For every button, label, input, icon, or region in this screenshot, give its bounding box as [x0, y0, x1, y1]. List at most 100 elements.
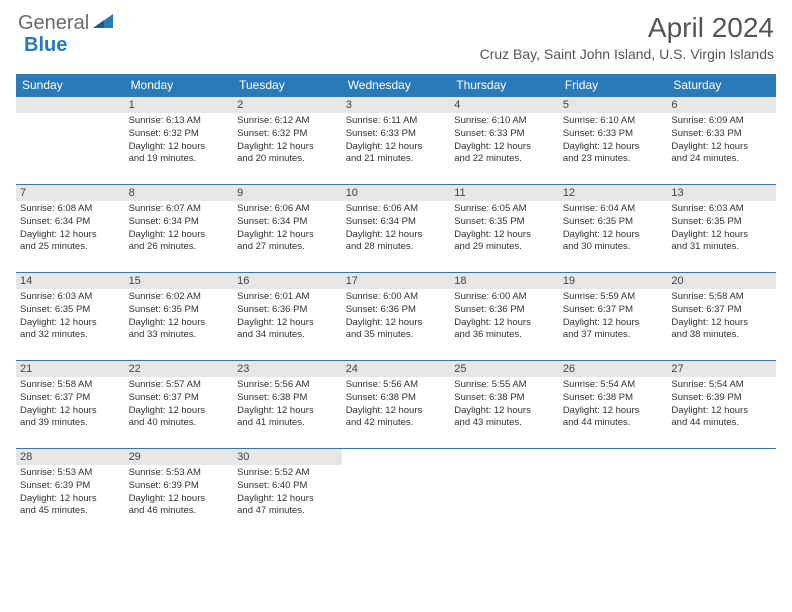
sunrise-text: Sunrise: 6:02 AM [129, 291, 230, 304]
calendar-cell: 10Sunrise: 6:06 AMSunset: 6:34 PMDayligh… [342, 185, 451, 273]
daylight-text: Daylight: 12 hours [20, 317, 121, 330]
calendar-cell: 21Sunrise: 5:58 AMSunset: 6:37 PMDayligh… [16, 361, 125, 449]
daylight-text: Daylight: 12 hours [346, 229, 447, 242]
calendar-cell: 14Sunrise: 6:03 AMSunset: 6:35 PMDayligh… [16, 273, 125, 361]
calendar-cell: 8Sunrise: 6:07 AMSunset: 6:34 PMDaylight… [125, 185, 234, 273]
day-number: 8 [125, 185, 234, 201]
daylight-text: and 39 minutes. [20, 417, 121, 430]
calendar-cell [342, 449, 451, 537]
day-number: 11 [450, 185, 559, 201]
daylight-text: and 47 minutes. [237, 505, 338, 518]
page-header: General April 2024 Cruz Bay, Saint John … [0, 0, 792, 66]
sunrise-text: Sunrise: 6:03 AM [671, 203, 772, 216]
sunset-text: Sunset: 6:38 PM [237, 392, 338, 405]
day-number: 13 [667, 185, 776, 201]
sunset-text: Sunset: 6:34 PM [346, 216, 447, 229]
day-number: 12 [559, 185, 668, 201]
day-number: 5 [559, 97, 668, 113]
sunset-text: Sunset: 6:38 PM [454, 392, 555, 405]
sunrise-text: Sunrise: 5:56 AM [237, 379, 338, 392]
weekday-header: Thursday [450, 74, 559, 97]
daylight-text: and 20 minutes. [237, 153, 338, 166]
sunset-text: Sunset: 6:40 PM [237, 480, 338, 493]
daylight-text: Daylight: 12 hours [237, 229, 338, 242]
daylight-text: Daylight: 12 hours [454, 141, 555, 154]
sunset-text: Sunset: 6:33 PM [563, 128, 664, 141]
day-number: 24 [342, 361, 451, 377]
daylight-text: and 46 minutes. [129, 505, 230, 518]
calendar-cell: 22Sunrise: 5:57 AMSunset: 6:37 PMDayligh… [125, 361, 234, 449]
sunset-text: Sunset: 6:34 PM [129, 216, 230, 229]
calendar-row: 7Sunrise: 6:08 AMSunset: 6:34 PMDaylight… [16, 185, 776, 273]
sunrise-text: Sunrise: 6:10 AM [563, 115, 664, 128]
daylight-text: and 40 minutes. [129, 417, 230, 430]
day-detail: Sunrise: 6:08 AMSunset: 6:34 PMDaylight:… [16, 201, 125, 258]
calendar-cell: 16Sunrise: 6:01 AMSunset: 6:36 PMDayligh… [233, 273, 342, 361]
sunrise-text: Sunrise: 6:01 AM [237, 291, 338, 304]
calendar-cell [559, 449, 668, 537]
sunrise-text: Sunrise: 6:11 AM [346, 115, 447, 128]
calendar-row: 1Sunrise: 6:13 AMSunset: 6:32 PMDaylight… [16, 97, 776, 185]
weekday-header-row: Sunday Monday Tuesday Wednesday Thursday… [16, 74, 776, 97]
calendar-cell: 4Sunrise: 6:10 AMSunset: 6:33 PMDaylight… [450, 97, 559, 185]
daylight-text: Daylight: 12 hours [454, 229, 555, 242]
sunrise-text: Sunrise: 5:58 AM [20, 379, 121, 392]
daylight-text: and 35 minutes. [346, 329, 447, 342]
daylight-text: and 27 minutes. [237, 241, 338, 254]
sunset-text: Sunset: 6:39 PM [671, 392, 772, 405]
daylight-text: and 31 minutes. [671, 241, 772, 254]
day-number: 1 [125, 97, 234, 113]
sunrise-text: Sunrise: 5:59 AM [563, 291, 664, 304]
day-detail: Sunrise: 6:02 AMSunset: 6:35 PMDaylight:… [125, 289, 234, 346]
day-detail: Sunrise: 6:09 AMSunset: 6:33 PMDaylight:… [667, 113, 776, 170]
daylight-text: Daylight: 12 hours [454, 405, 555, 418]
sunset-text: Sunset: 6:35 PM [454, 216, 555, 229]
day-detail: Sunrise: 6:10 AMSunset: 6:33 PMDaylight:… [450, 113, 559, 170]
sunrise-text: Sunrise: 5:54 AM [671, 379, 772, 392]
calendar-cell [667, 449, 776, 537]
sunrise-text: Sunrise: 5:57 AM [129, 379, 230, 392]
calendar-cell: 25Sunrise: 5:55 AMSunset: 6:38 PMDayligh… [450, 361, 559, 449]
sunset-text: Sunset: 6:37 PM [129, 392, 230, 405]
daylight-text: and 36 minutes. [454, 329, 555, 342]
sunset-text: Sunset: 6:33 PM [346, 128, 447, 141]
day-detail: Sunrise: 6:00 AMSunset: 6:36 PMDaylight:… [342, 289, 451, 346]
daylight-text: Daylight: 12 hours [129, 229, 230, 242]
day-number: 6 [667, 97, 776, 113]
sunset-text: Sunset: 6:37 PM [563, 304, 664, 317]
calendar-cell: 24Sunrise: 5:56 AMSunset: 6:38 PMDayligh… [342, 361, 451, 449]
sunrise-text: Sunrise: 5:54 AM [563, 379, 664, 392]
daylight-text: and 43 minutes. [454, 417, 555, 430]
day-detail: Sunrise: 5:54 AMSunset: 6:38 PMDaylight:… [559, 377, 668, 434]
daylight-text: and 22 minutes. [454, 153, 555, 166]
daylight-text: and 34 minutes. [237, 329, 338, 342]
day-detail: Sunrise: 5:55 AMSunset: 6:38 PMDaylight:… [450, 377, 559, 434]
sunrise-text: Sunrise: 5:56 AM [346, 379, 447, 392]
calendar-cell: 1Sunrise: 6:13 AMSunset: 6:32 PMDaylight… [125, 97, 234, 185]
calendar-cell: 5Sunrise: 6:10 AMSunset: 6:33 PMDaylight… [559, 97, 668, 185]
calendar-cell: 19Sunrise: 5:59 AMSunset: 6:37 PMDayligh… [559, 273, 668, 361]
day-number-empty [16, 97, 125, 113]
daylight-text: and 26 minutes. [129, 241, 230, 254]
calendar-cell: 15Sunrise: 6:02 AMSunset: 6:35 PMDayligh… [125, 273, 234, 361]
sunset-text: Sunset: 6:39 PM [129, 480, 230, 493]
calendar-row: 14Sunrise: 6:03 AMSunset: 6:35 PMDayligh… [16, 273, 776, 361]
calendar-cell: 9Sunrise: 6:06 AMSunset: 6:34 PMDaylight… [233, 185, 342, 273]
day-number: 27 [667, 361, 776, 377]
day-detail: Sunrise: 5:54 AMSunset: 6:39 PMDaylight:… [667, 377, 776, 434]
logo-triangle-icon [93, 14, 113, 33]
daylight-text: Daylight: 12 hours [129, 493, 230, 506]
sunset-text: Sunset: 6:33 PM [454, 128, 555, 141]
title-block: April 2024 Cruz Bay, Saint John Island, … [480, 12, 774, 62]
daylight-text: Daylight: 12 hours [129, 141, 230, 154]
sunset-text: Sunset: 6:36 PM [237, 304, 338, 317]
sunset-text: Sunset: 6:35 PM [129, 304, 230, 317]
sunset-text: Sunset: 6:37 PM [671, 304, 772, 317]
day-number: 16 [233, 273, 342, 289]
day-number: 25 [450, 361, 559, 377]
sunrise-text: Sunrise: 5:53 AM [129, 467, 230, 480]
daylight-text: Daylight: 12 hours [20, 405, 121, 418]
daylight-text: and 32 minutes. [20, 329, 121, 342]
daylight-text: Daylight: 12 hours [671, 405, 772, 418]
sunrise-text: Sunrise: 6:10 AM [454, 115, 555, 128]
